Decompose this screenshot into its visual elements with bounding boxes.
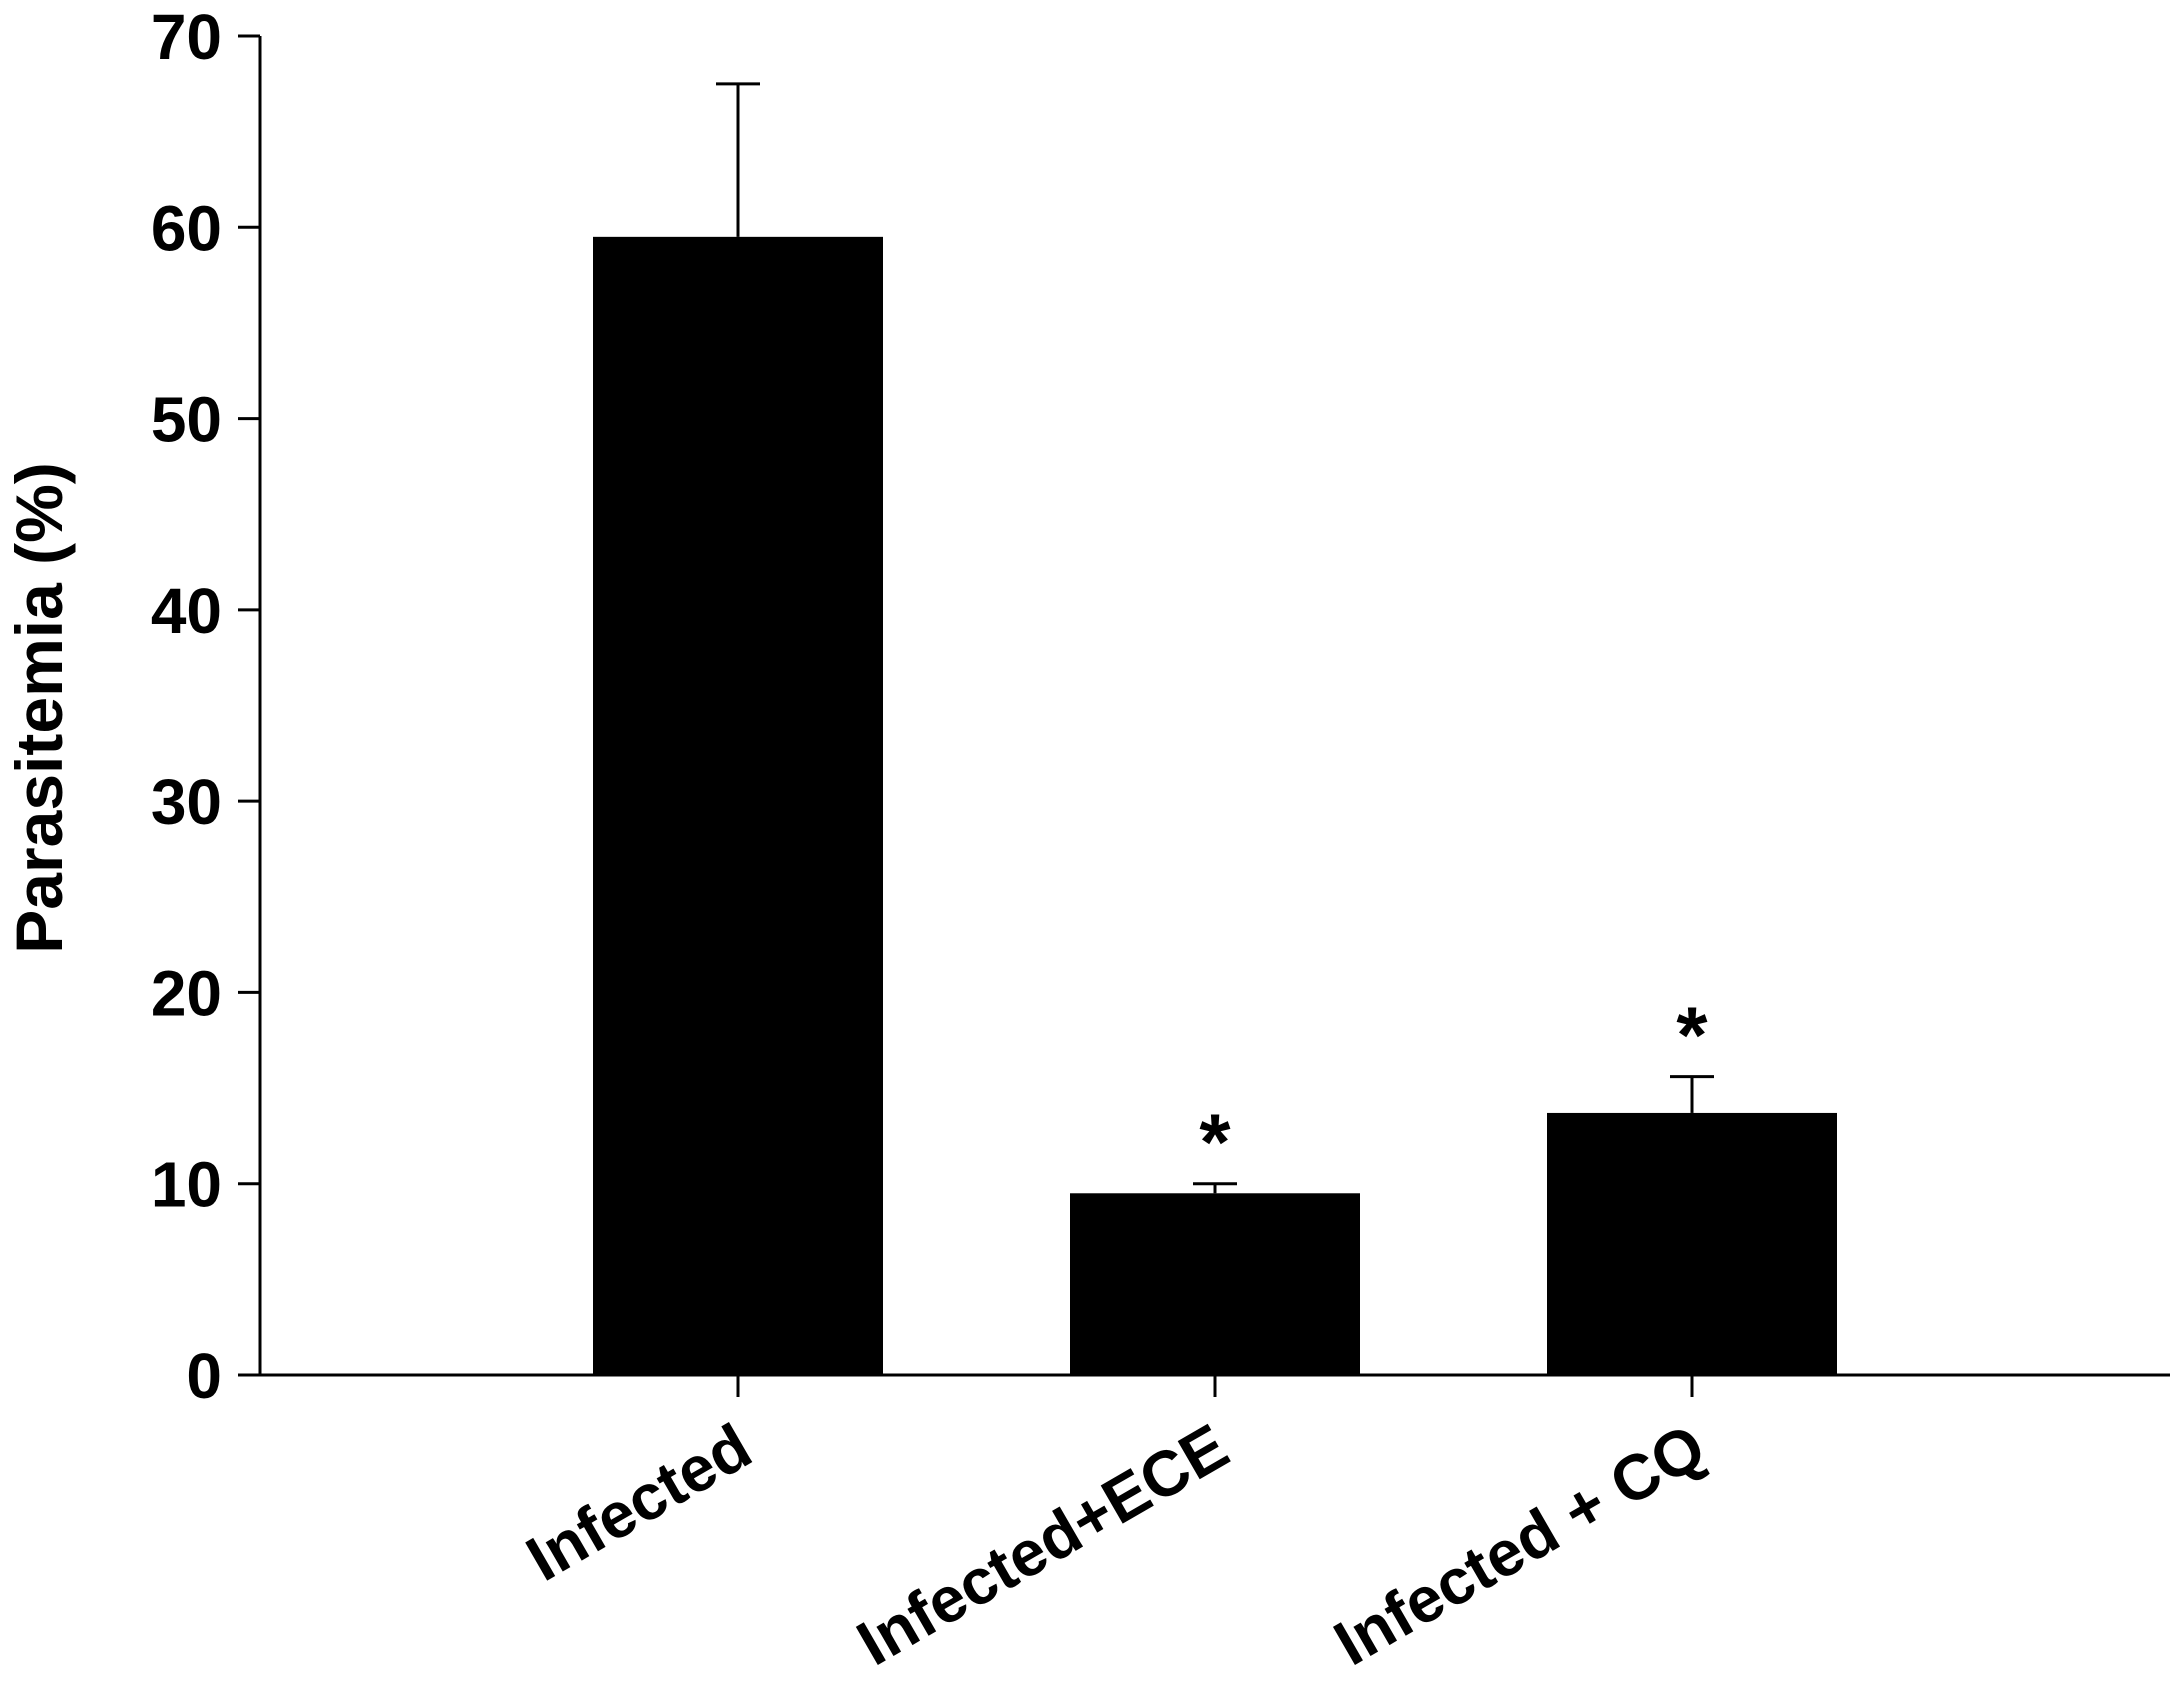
bar-2 bbox=[1547, 1112, 1837, 1375]
significance-marker-1: * bbox=[1199, 1098, 1231, 1187]
y-tick-label-5: 50 bbox=[151, 384, 222, 456]
y-tick-label-2: 20 bbox=[151, 957, 222, 1029]
y-tick-label-1: 10 bbox=[151, 1149, 222, 1221]
bar-1 bbox=[1070, 1193, 1360, 1375]
plot-area: * * 0 10 20 30 40 50 60 70 Infected Infected+ECE Inf… bbox=[151, 1, 2170, 1679]
y-axis-title: Parasitemia (%) bbox=[2, 462, 76, 954]
x-category-label-1: Infected+ECE bbox=[845, 1410, 1240, 1680]
y-tick-label-7: 70 bbox=[151, 1, 222, 73]
y-tick-label-0: 0 bbox=[186, 1340, 222, 1412]
y-tick-label-4: 40 bbox=[151, 575, 222, 647]
y-axis-title-group: Parasitemia (%) bbox=[2, 462, 76, 954]
y-tick-label-3: 30 bbox=[151, 766, 222, 838]
x-category-label-2: Infected + CQ bbox=[1322, 1410, 1717, 1680]
bar-0 bbox=[593, 236, 883, 1376]
y-tick-label-6: 60 bbox=[151, 192, 222, 264]
significance-marker-2: * bbox=[1676, 991, 1708, 1080]
x-category-label-0: Infected bbox=[514, 1410, 763, 1595]
